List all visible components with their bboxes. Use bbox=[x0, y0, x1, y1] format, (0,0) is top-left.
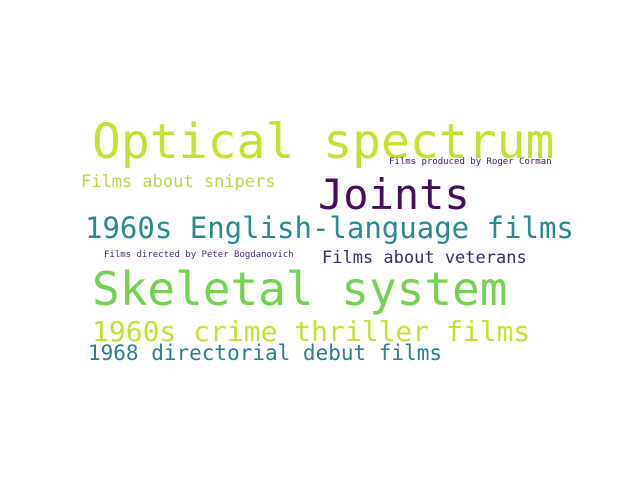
word-skeletal-system: Skeletal system bbox=[92, 262, 508, 316]
word-optical-spectrum: Optical spectrum bbox=[92, 114, 555, 170]
word-1960s-english-language-films: 1960s English-language films bbox=[85, 211, 574, 245]
word-films-about-snipers: Films about snipers bbox=[81, 172, 276, 192]
word-films-about-veterans: Films about veterans bbox=[322, 248, 527, 268]
word-films-directed-by-peter-bogdanovich: Films directed by Peter Bogdanovich bbox=[104, 250, 294, 260]
word-films-produced-by-roger-corman: Films produced by Roger Corman bbox=[389, 157, 552, 167]
word-joints: Joints bbox=[318, 170, 470, 219]
word-1960s-crime-thriller-films: 1960s crime thriller films bbox=[92, 315, 531, 348]
word-1968-directorial-debut-films: 1968 directorial debut films bbox=[88, 341, 443, 365]
